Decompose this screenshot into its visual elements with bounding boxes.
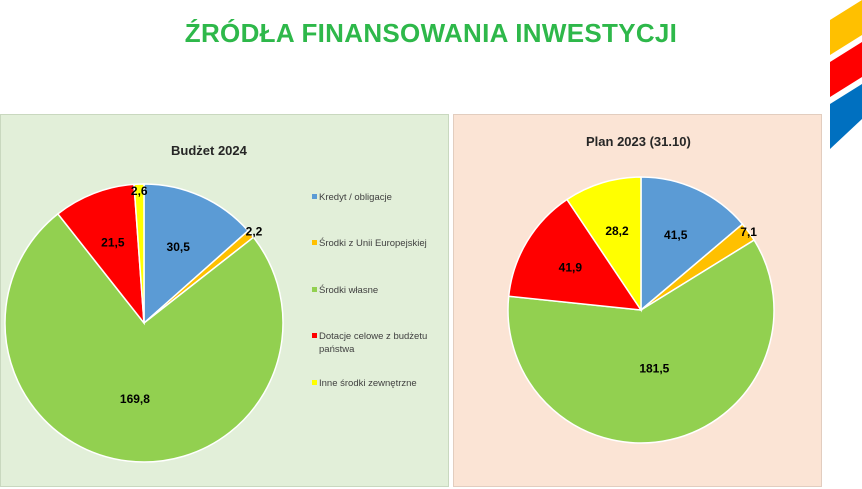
chart-title-budget-2024: Budżet 2024 [171,143,247,158]
legend-swatch [312,287,317,292]
slice-value-label: 41,9 [559,260,583,274]
pie-slice [565,176,642,313]
pie-slice [143,183,250,325]
legend-item: Dotacje celowe z budżetu państwa [312,330,432,356]
legend-item: Środki z Unii Europejskiej [312,237,447,250]
legend-label: Środki z Unii Europejskiej [319,238,427,249]
plan-2023-panel: Plan 2023 (31.10) 41,5 7,1 181,5 41,9 28,2 [453,114,822,487]
slice-value-label: 28,2 [605,224,629,238]
legend-item: Środki własne [312,284,447,297]
slice-value-label: 181,5 [639,361,669,375]
legend-label: Dotacje celowe z budżetu państwa [319,331,428,355]
pie-slice [133,183,145,324]
pie-slice [56,183,145,326]
legend-label: Środki własne [319,285,379,296]
pie-slice [507,198,643,311]
budget-2024-panel: Budżet 2024 30,5 2,2 169,8 21,5 2,6 Kredyt /… [0,114,449,487]
legend-swatch [312,240,317,245]
pie-chart-plan-2023: 41,5 7,1 181,5 41,9 28,2 [507,176,775,444]
pie-slice [4,212,284,463]
slice-value-label: 7,1 [740,225,757,239]
slice-value-label: 21,5 [101,236,125,250]
pie-slice [507,239,775,444]
legend-label: Kredyt / obligacje [319,192,392,203]
legend-swatch [312,194,317,199]
pie-slice [640,176,744,312]
legend-item: Inne środki zewnętrzne [312,377,447,390]
chart-title-plan-2023: Plan 2023 (31.10) [586,134,691,149]
slice-value-label: 2,2 [246,224,263,238]
slice-value-label: 2,6 [131,184,148,198]
slice-value-label: 169,8 [120,392,150,406]
legend-label: Inne środki zewnętrzne [319,378,417,389]
slice-value-label: 30,5 [167,240,191,254]
legend-item: Kredyt / obligacje [312,191,447,204]
slice-value-label: 41,5 [664,228,688,242]
legend-swatch [312,333,317,338]
pie-chart-budget-2024: 30,5 2,2 169,8 21,5 2,6 [4,183,284,463]
legend-swatch [312,380,317,385]
page-title: ŹRÓDŁA FINANSOWANIA INWESTYCJI [184,18,678,48]
